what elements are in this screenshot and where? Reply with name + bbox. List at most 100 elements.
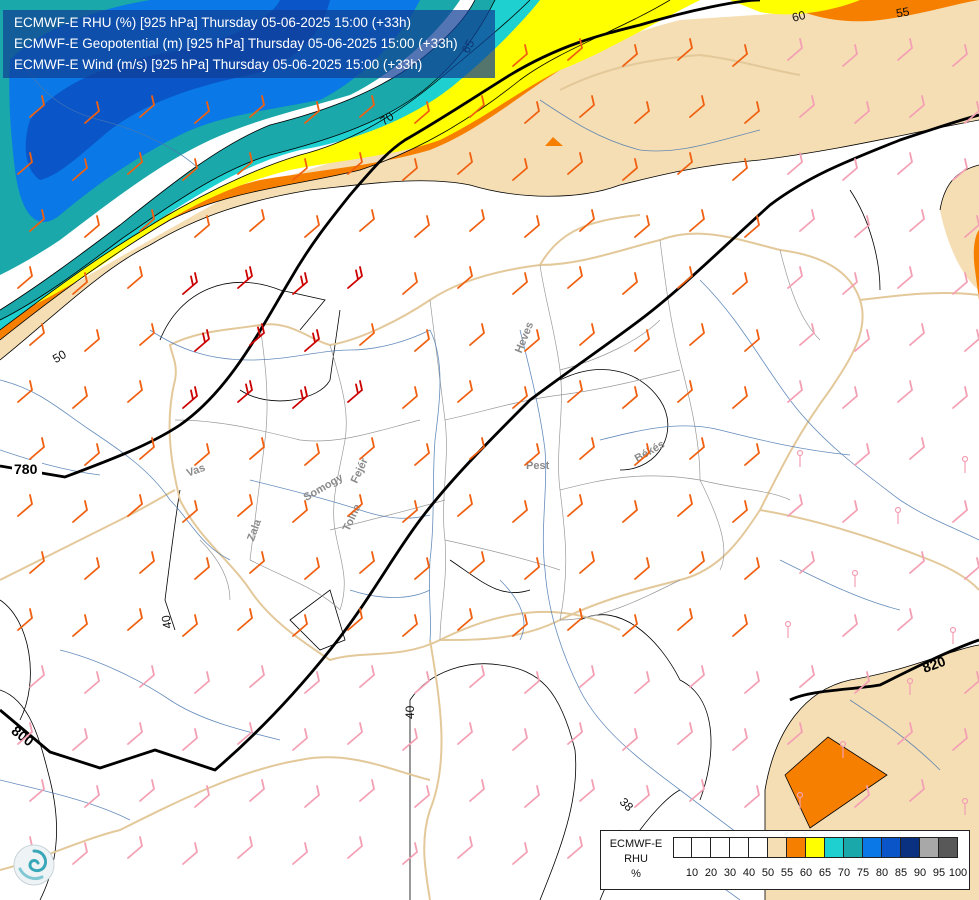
rhu-65-blob-ne: [730, 0, 860, 15]
rhu-label-38: 38: [617, 795, 637, 815]
wind-barb: [414, 671, 430, 694]
wind-barb: [17, 722, 33, 745]
wind-barb: [359, 95, 375, 118]
wind-barb: [29, 437, 45, 460]
wind-barb: [732, 500, 748, 523]
wind-barb: [842, 500, 858, 523]
wind-barb: [469, 209, 485, 232]
wind-barb: [457, 266, 473, 289]
legend-label: 80: [875, 867, 889, 879]
wind-barb: [952, 158, 968, 181]
wind-barb: [139, 779, 155, 802]
wind-barb: [744, 101, 760, 124]
wind-barb: [127, 266, 143, 289]
legend-label: 20: [704, 867, 718, 879]
wind-barb: [897, 266, 913, 289]
rhu-label-40a: 40: [403, 705, 417, 719]
wind-barb: [182, 386, 198, 409]
rhu-legend: ECMWF-E RHU % 10 20 30 40 50 55 60 65 70 75 80 85 90…: [600, 830, 970, 890]
wind-barb: [304, 671, 320, 694]
legend-swatch: [692, 837, 711, 858]
wind-barb: [622, 158, 638, 181]
rhu-75-band: [0, 0, 495, 320]
wind-barb: [897, 152, 913, 175]
wind-barb: [29, 779, 45, 802]
country-border: [0, 53, 979, 900]
legend-label: 100: [948, 867, 968, 879]
wind-barb: [237, 494, 253, 517]
wind-barb: [194, 785, 210, 808]
wind-barb: [634, 215, 650, 238]
wind-barb: [787, 152, 803, 175]
wind-barb: [292, 386, 308, 409]
wind-barb: [854, 443, 870, 466]
wind-barb: [414, 557, 430, 580]
rhu-label-60: 60: [790, 8, 807, 25]
rhu-60-blob-ne: [670, 0, 979, 22]
wind-barb: [127, 608, 143, 631]
wind-barb: [952, 386, 968, 409]
wind-barb: [469, 779, 485, 802]
wind-barb: [457, 608, 473, 631]
wind-barb: [249, 551, 265, 574]
wind-barb: [842, 614, 858, 637]
wind-barb: [732, 728, 748, 751]
rhu-60-blob-small: [545, 137, 563, 146]
wind-barb: [964, 557, 979, 580]
wind-barb: [567, 152, 583, 175]
wind-barb: [127, 722, 143, 745]
wind-barb: [414, 101, 430, 124]
wind-barb: [567, 608, 583, 631]
wind-barb: [304, 443, 320, 466]
wind-barb: [799, 551, 815, 574]
legend-label: 30: [723, 867, 737, 879]
wind-barb: [194, 443, 210, 466]
wind-barb: [567, 380, 583, 403]
wind-barb: [634, 443, 650, 466]
wind-barb: [579, 209, 595, 232]
wind-barb: [512, 386, 528, 409]
wind-barb: [127, 494, 143, 517]
legend-swatch: [901, 837, 920, 858]
rhu-60-blob-e: [973, 230, 979, 300]
wind-barb: [964, 329, 979, 352]
wind-barb: [127, 380, 143, 403]
wind-barb: [347, 722, 363, 745]
geopotential-contours: [0, 0, 979, 772]
wind-barb: [909, 209, 925, 232]
legend-label: 40: [742, 867, 756, 879]
wind-barb: [787, 380, 803, 403]
wind-barb: [512, 842, 528, 865]
wind-barb: [567, 38, 583, 61]
wind-barb: [634, 671, 650, 694]
wind-barb: [732, 44, 748, 67]
wind-barb: [359, 665, 375, 688]
wind-barb: [689, 779, 705, 802]
wind-barb: [17, 152, 33, 175]
legend-swatch: [844, 837, 863, 858]
wind-barb: [359, 323, 375, 346]
wind-barb: [952, 500, 968, 523]
wind-barb: [249, 779, 265, 802]
wind-barb: [17, 608, 33, 631]
wind-barb: [854, 785, 870, 808]
wind-barb: [182, 842, 198, 865]
wind-barb: [194, 671, 210, 694]
wind-barb: [402, 614, 418, 637]
wind-barb: [17, 380, 33, 403]
wind-barb: [897, 380, 913, 403]
wind-barb: [897, 722, 913, 745]
wind-barb: [304, 215, 320, 238]
geopotential-800-line: [0, 113, 979, 772]
region-label-pest: Pest: [526, 460, 550, 472]
wind-barb: [72, 158, 88, 181]
wind-barb: [622, 500, 638, 523]
wind-barb: [567, 266, 583, 289]
wind-barb-calm: [961, 455, 969, 473]
wind-barb: [732, 272, 748, 295]
legend-label: 55: [780, 867, 794, 879]
ecmwf-logo-icon: [13, 844, 55, 886]
wind-barb: [524, 557, 540, 580]
wind-barb: [622, 386, 638, 409]
